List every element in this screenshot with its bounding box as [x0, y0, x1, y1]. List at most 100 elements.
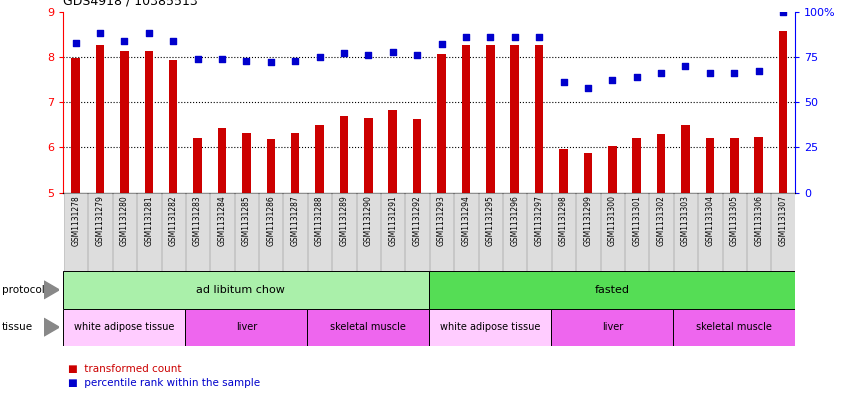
Text: skeletal muscle: skeletal muscle	[331, 322, 406, 332]
Bar	[527, 193, 551, 271]
Bar	[211, 193, 233, 271]
Text: GSM1131289: GSM1131289	[339, 195, 349, 246]
Bar	[242, 133, 250, 193]
Bar	[747, 193, 771, 271]
Bar	[308, 193, 332, 271]
Point	[532, 34, 546, 40]
Bar	[576, 193, 600, 271]
Text: GSM1131296: GSM1131296	[510, 195, 519, 246]
Bar	[340, 116, 349, 193]
Bar	[608, 147, 617, 193]
Bar	[681, 125, 689, 193]
Text: GSM1131307: GSM1131307	[778, 195, 788, 246]
Bar	[381, 193, 404, 271]
Text: GSM1131280: GSM1131280	[120, 195, 129, 246]
Text: GSM1131285: GSM1131285	[242, 195, 251, 246]
Text: GSM1131298: GSM1131298	[559, 195, 568, 246]
Bar	[601, 193, 624, 271]
Bar	[316, 125, 324, 193]
Text: fasted: fasted	[595, 285, 629, 295]
Point	[410, 52, 424, 58]
Bar	[185, 309, 307, 346]
Text: GSM1131282: GSM1131282	[168, 195, 178, 246]
Polygon shape	[44, 318, 59, 336]
Text: white adipose tissue: white adipose tissue	[74, 322, 174, 332]
Point	[484, 34, 497, 40]
Point	[678, 63, 692, 69]
Bar	[625, 193, 648, 271]
Point	[167, 38, 180, 44]
Point	[508, 34, 521, 40]
Bar	[673, 309, 795, 346]
Bar	[429, 309, 552, 346]
Text: GSM1131284: GSM1131284	[217, 195, 227, 246]
Point	[630, 74, 644, 80]
Bar	[96, 45, 104, 193]
Bar	[113, 193, 136, 271]
Point	[118, 38, 131, 44]
Bar	[162, 193, 185, 271]
Point	[654, 70, 667, 76]
Point	[728, 70, 741, 76]
Bar	[64, 193, 87, 271]
Point	[435, 41, 448, 48]
Point	[752, 68, 766, 75]
Bar	[364, 118, 372, 193]
Bar	[266, 139, 275, 193]
Text: GSM1131291: GSM1131291	[388, 195, 398, 246]
Point	[459, 34, 473, 40]
Bar	[120, 51, 129, 193]
Text: protocol: protocol	[2, 285, 45, 295]
Bar	[779, 31, 788, 193]
Bar	[559, 149, 568, 193]
Bar	[186, 193, 209, 271]
Bar	[454, 193, 478, 271]
Bar	[63, 271, 429, 309]
Bar	[462, 45, 470, 193]
Point	[69, 39, 82, 46]
Text: ad libitum chow: ad libitum chow	[196, 285, 285, 295]
Bar	[194, 138, 202, 193]
Text: ■  percentile rank within the sample: ■ percentile rank within the sample	[68, 378, 260, 388]
Bar	[145, 51, 153, 193]
Bar	[63, 309, 185, 346]
Text: GSM1131279: GSM1131279	[96, 195, 105, 246]
Bar	[552, 193, 575, 271]
Text: GSM1131292: GSM1131292	[413, 195, 421, 246]
Bar	[413, 119, 421, 193]
Text: GSM1131300: GSM1131300	[607, 195, 617, 246]
Point	[191, 56, 205, 62]
Text: liver: liver	[602, 322, 623, 332]
Text: GSM1131281: GSM1131281	[145, 195, 153, 246]
Polygon shape	[44, 281, 59, 299]
Point	[703, 70, 717, 76]
Bar	[259, 193, 283, 271]
Bar	[291, 133, 299, 193]
Bar	[510, 45, 519, 193]
Bar	[357, 193, 380, 271]
Text: GDS4918 / 10385513: GDS4918 / 10385513	[63, 0, 198, 8]
Point	[361, 52, 375, 58]
Bar	[137, 193, 161, 271]
Bar	[673, 193, 697, 271]
Point	[557, 79, 570, 85]
Bar	[772, 193, 794, 271]
Text: GSM1131305: GSM1131305	[730, 195, 739, 246]
Text: GSM1131301: GSM1131301	[632, 195, 641, 246]
Text: GSM1131303: GSM1131303	[681, 195, 690, 246]
Bar	[584, 153, 592, 193]
Bar	[755, 138, 763, 193]
Text: GSM1131278: GSM1131278	[71, 195, 80, 246]
Bar	[633, 138, 641, 193]
Point	[215, 56, 228, 62]
Bar	[71, 58, 80, 193]
Text: skeletal muscle: skeletal muscle	[696, 322, 772, 332]
Bar	[234, 193, 258, 271]
Text: white adipose tissue: white adipose tissue	[440, 322, 541, 332]
Point	[142, 30, 156, 37]
Text: GSM1131299: GSM1131299	[584, 195, 592, 246]
Bar	[722, 193, 746, 271]
Bar	[217, 128, 226, 193]
Point	[338, 50, 351, 57]
Point	[581, 84, 595, 91]
